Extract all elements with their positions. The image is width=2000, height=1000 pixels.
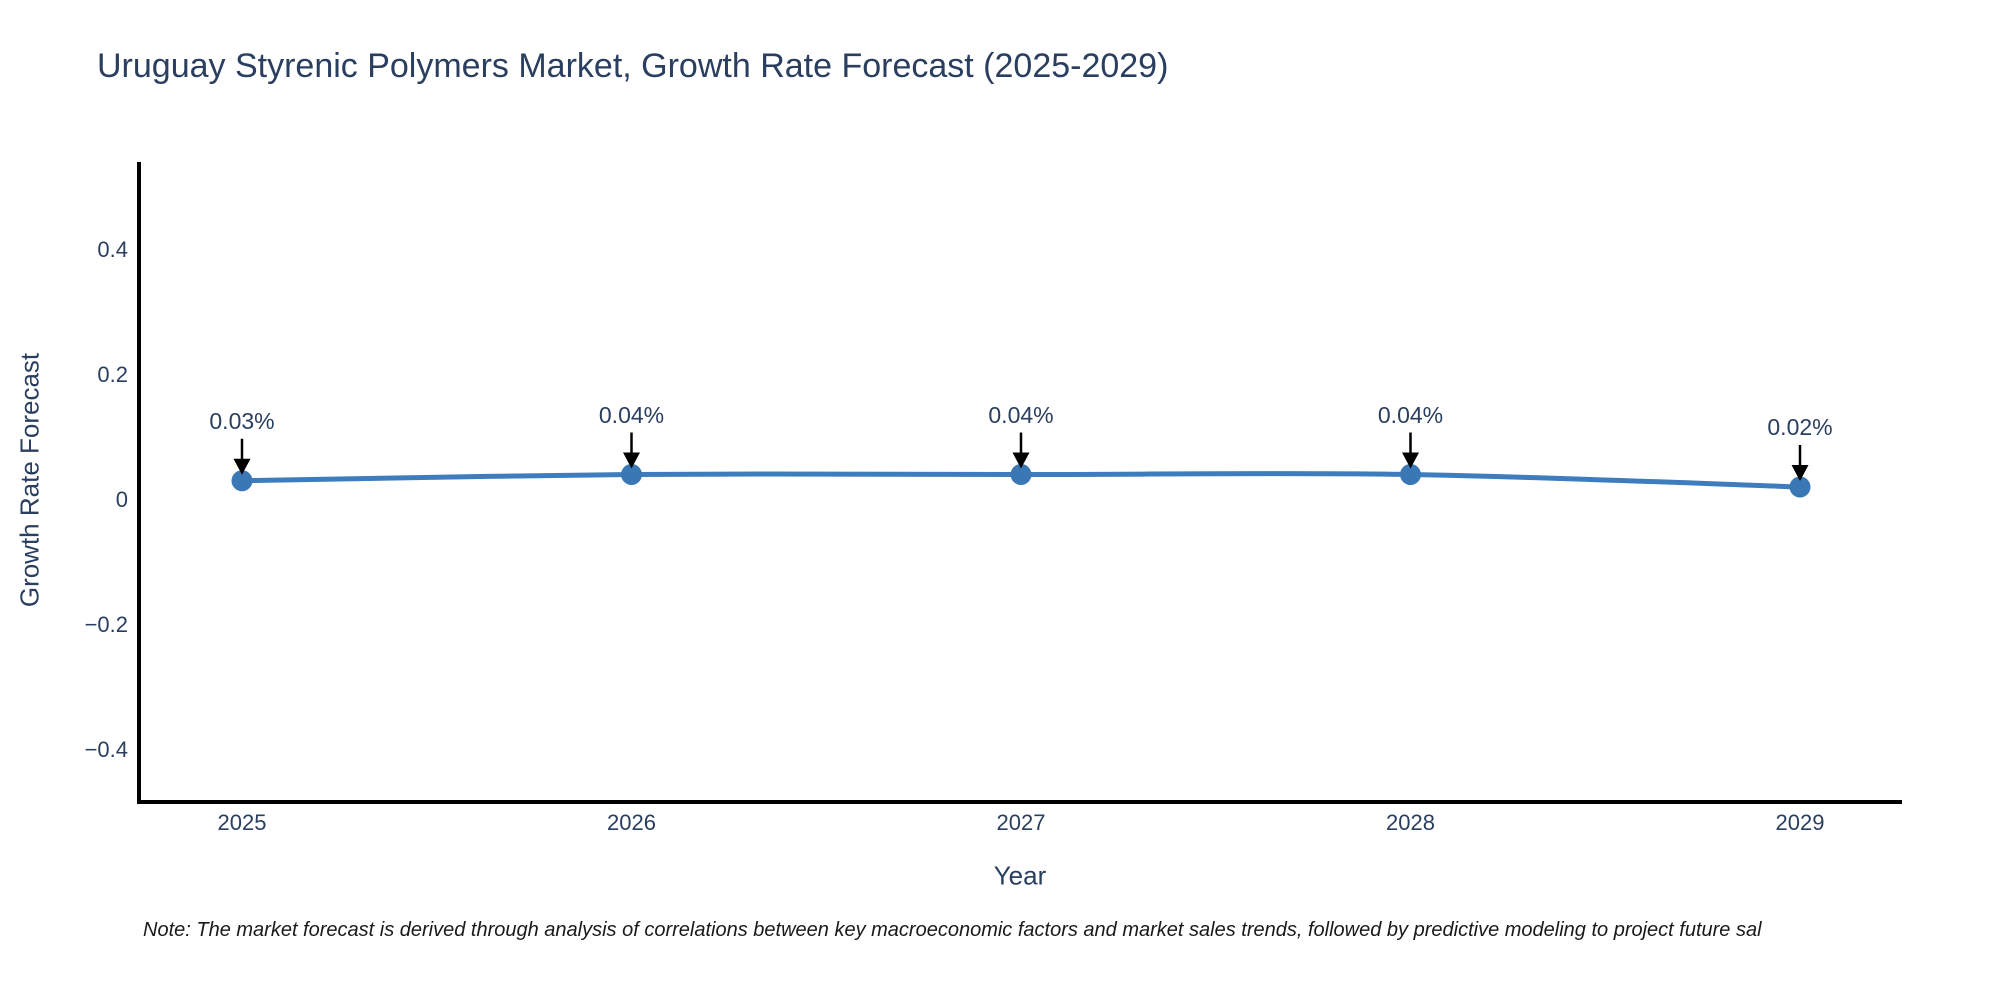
annotation-arrow-head <box>1791 465 1809 481</box>
point-annotation: 0.02% <box>1767 414 1833 440</box>
point-annotation: 0.04% <box>988 401 1054 428</box>
annotation-arrow-head <box>233 458 251 475</box>
x-tick-label: 2028 <box>1386 810 1435 835</box>
annotation-arrow-head <box>623 452 640 469</box>
footnote: Note: The market forecast is derived thr… <box>143 919 1762 941</box>
y-tick-label: 0.4 <box>97 236 128 262</box>
y-tick-label: −0.4 <box>84 736 128 762</box>
chart-title: Uruguay Styrenic Polymers Market, Growth… <box>97 47 1169 85</box>
y-axis-title: Growth Rate Forecast <box>14 352 45 608</box>
x-tick-label: 2025 <box>217 810 267 835</box>
data-point-marker <box>231 470 253 492</box>
point-annotation: 0.03% <box>209 407 275 434</box>
point-annotation: 0.04% <box>598 401 665 428</box>
y-tick-label: −0.2 <box>84 611 128 637</box>
data-point-marker <box>621 464 642 485</box>
data-point-marker <box>1010 464 1032 485</box>
data-point-marker <box>1789 476 1811 498</box>
y-tick-label: 0 <box>115 486 128 512</box>
x-tick-label: 2026 <box>607 810 656 835</box>
x-tick-label: 2027 <box>996 810 1046 835</box>
data-point-marker <box>1400 464 1421 485</box>
x-tick-label: 2029 <box>1775 810 1825 835</box>
annotation-arrow-head <box>1402 452 1419 469</box>
point-annotation: 0.04% <box>1377 401 1444 428</box>
annotation-arrow-head <box>1012 452 1030 469</box>
x-axis-title: Year <box>993 860 1047 891</box>
y-tick-label: 0.2 <box>97 361 128 387</box>
